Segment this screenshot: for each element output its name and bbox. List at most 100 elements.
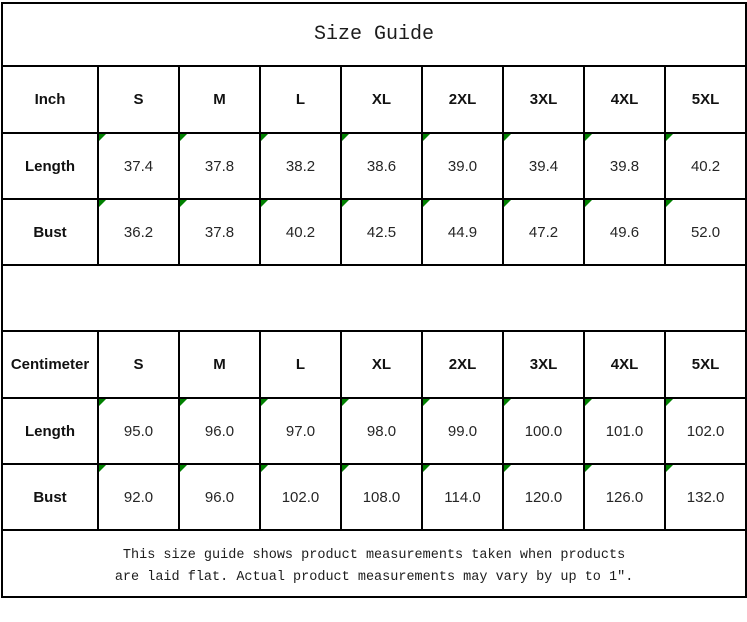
size-header-cell: XL	[340, 330, 423, 399]
page-title: Size Guide	[0, 2, 747, 67]
size-header-cell: 5XL	[663, 65, 747, 134]
comment-marker-icon	[181, 201, 187, 207]
measurement-value: 37.4	[123, 157, 154, 175]
comment-marker-icon	[343, 400, 349, 406]
comment-marker-icon	[262, 400, 268, 406]
size-header-cell: M	[178, 330, 261, 399]
comment-marker-icon	[181, 135, 187, 141]
measure-label-cell: Length	[1, 132, 99, 200]
measurement-value: 101.0	[605, 422, 644, 440]
measurement-value: 37.8	[204, 223, 235, 241]
spacer-row	[0, 264, 747, 332]
comment-marker-icon	[505, 135, 511, 141]
measurement-value: 102.0	[281, 488, 320, 506]
size-header-cell: L	[259, 330, 342, 399]
size-header-cell: S	[97, 330, 180, 399]
cm-length-row: Length 95.0 96.0 97.0 98.0 99.0 100.0 10…	[1, 397, 747, 465]
measurement-value-cell: 132.0	[663, 463, 747, 531]
measurement-value-cell: 92.0	[97, 463, 180, 531]
measurement-value-cell: 98.0	[340, 397, 423, 465]
measurement-value-cell: 38.2	[259, 132, 342, 200]
inch-bust-row: Bust 36.2 37.8 40.2 42.5 44.9 47.2 49.6 …	[1, 198, 747, 266]
measurement-value-cell: 120.0	[502, 463, 585, 531]
measurement-value-cell: 40.2	[259, 198, 342, 266]
comment-marker-icon	[505, 201, 511, 207]
measurement-value: 126.0	[605, 488, 644, 506]
measurement-value: 120.0	[524, 488, 563, 506]
footer-note-line1: This size guide shows product measuremen…	[122, 547, 626, 563]
cm-bust-row: Bust 92.0 96.0 102.0 108.0 114.0 120.0 1…	[1, 463, 747, 531]
comment-marker-icon	[343, 135, 349, 141]
measurement-value: 38.2	[285, 157, 316, 175]
comment-marker-icon	[343, 201, 349, 207]
comment-marker-icon	[667, 135, 673, 141]
measurement-value: 92.0	[123, 488, 154, 506]
size-header-cell: 3XL	[502, 65, 585, 134]
measurement-value: 44.9	[447, 223, 478, 241]
comment-marker-icon	[586, 400, 592, 406]
spacer-cell	[0, 264, 747, 332]
comment-marker-icon	[343, 466, 349, 472]
measurement-value-cell: 97.0	[259, 397, 342, 465]
footer-note-line2: are laid flat. Actual product measuremen…	[114, 569, 634, 585]
measurement-value-cell: 108.0	[340, 463, 423, 531]
size-header-cell: 2XL	[421, 65, 504, 134]
comment-marker-icon	[100, 135, 106, 141]
measurement-value: 42.5	[366, 223, 397, 241]
size-header-cell: L	[259, 65, 342, 134]
measurement-value-cell: 36.2	[97, 198, 180, 266]
size-guide-table: Size Guide Inch S M L XL 2XL 3XL 4XL 5XL…	[0, 2, 747, 598]
measurement-value-cell: 96.0	[178, 463, 261, 531]
measurement-value-cell: 102.0	[663, 397, 747, 465]
measurement-value: 99.0	[447, 422, 478, 440]
measurement-value: 108.0	[362, 488, 401, 506]
comment-marker-icon	[586, 466, 592, 472]
size-header-cell: 3XL	[502, 330, 585, 399]
unit-header-cell-inch: Inch	[1, 65, 99, 134]
measurement-value-cell: 100.0	[502, 397, 585, 465]
comment-marker-icon	[262, 135, 268, 141]
size-header-cell: M	[178, 65, 261, 134]
comment-marker-icon	[100, 466, 106, 472]
cm-header-row: Centimeter S M L XL 2XL 3XL 4XL 5XL	[1, 330, 747, 399]
measurement-value: 98.0	[366, 422, 397, 440]
measure-label-cell: Length	[1, 397, 99, 465]
measurement-value-cell: 114.0	[421, 463, 504, 531]
comment-marker-icon	[586, 201, 592, 207]
measurement-value: 39.8	[609, 157, 640, 175]
measurement-value: 102.0	[686, 422, 725, 440]
comment-marker-icon	[181, 400, 187, 406]
measurement-value-cell: 39.8	[583, 132, 666, 200]
measurement-value-cell: 40.2	[663, 132, 747, 200]
comment-marker-icon	[424, 466, 430, 472]
measurement-value-cell: 49.6	[583, 198, 666, 266]
size-header-cell: 2XL	[421, 330, 504, 399]
measurement-value-cell: 44.9	[421, 198, 504, 266]
measurement-value: 39.4	[528, 157, 559, 175]
measurement-value-cell: 37.4	[97, 132, 180, 200]
comment-marker-icon	[262, 466, 268, 472]
measurement-value-cell: 39.0	[421, 132, 504, 200]
measurement-value: 36.2	[123, 223, 154, 241]
measurement-value: 39.0	[447, 157, 478, 175]
comment-marker-icon	[424, 201, 430, 207]
size-header-cell: 4XL	[583, 330, 666, 399]
measurement-value: 96.0	[204, 488, 235, 506]
measurement-value: 38.6	[366, 157, 397, 175]
inch-header-row: Inch S M L XL 2XL 3XL 4XL 5XL	[1, 65, 747, 134]
comment-marker-icon	[100, 400, 106, 406]
measurement-value-cell: 102.0	[259, 463, 342, 531]
comment-marker-icon	[505, 466, 511, 472]
measurement-value-cell: 39.4	[502, 132, 585, 200]
measurement-value-cell: 95.0	[97, 397, 180, 465]
comment-marker-icon	[424, 400, 430, 406]
size-header-cell: 4XL	[583, 65, 666, 134]
measurement-value: 49.6	[609, 223, 640, 241]
measurement-value-cell: 101.0	[583, 397, 666, 465]
measurement-value: 40.2	[285, 223, 316, 241]
inch-length-row: Length 37.4 37.8 38.2 38.6 39.0 39.4 39.…	[1, 132, 747, 200]
measurement-value-cell: 96.0	[178, 397, 261, 465]
measurement-value: 114.0	[444, 488, 481, 506]
size-header-cell: S	[97, 65, 180, 134]
